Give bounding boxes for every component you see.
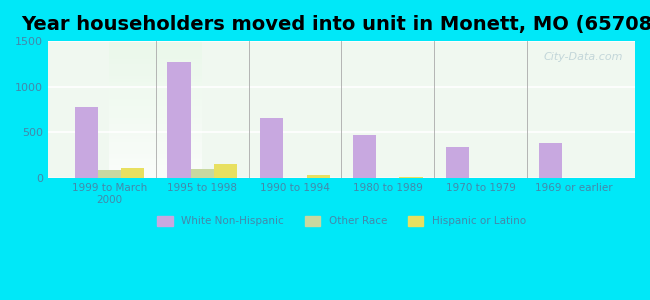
Text: City-Data.com: City-Data.com: [544, 52, 623, 62]
Bar: [260, 118, 283, 178]
Bar: [121, 168, 144, 178]
Bar: [98, 169, 121, 178]
Bar: [307, 176, 330, 178]
Bar: [214, 164, 237, 178]
Bar: [168, 62, 190, 178]
Bar: [446, 147, 469, 178]
Bar: [190, 169, 214, 178]
Legend: White Non-Hispanic, Other Race, Hispanic or Latino: White Non-Hispanic, Other Race, Hispanic…: [153, 212, 530, 231]
Bar: [400, 177, 422, 178]
Title: Year householders moved into unit in Monett, MO (65708): Year householders moved into unit in Mon…: [21, 15, 650, 34]
Bar: [75, 107, 98, 178]
Bar: [539, 143, 562, 178]
Bar: [353, 135, 376, 178]
